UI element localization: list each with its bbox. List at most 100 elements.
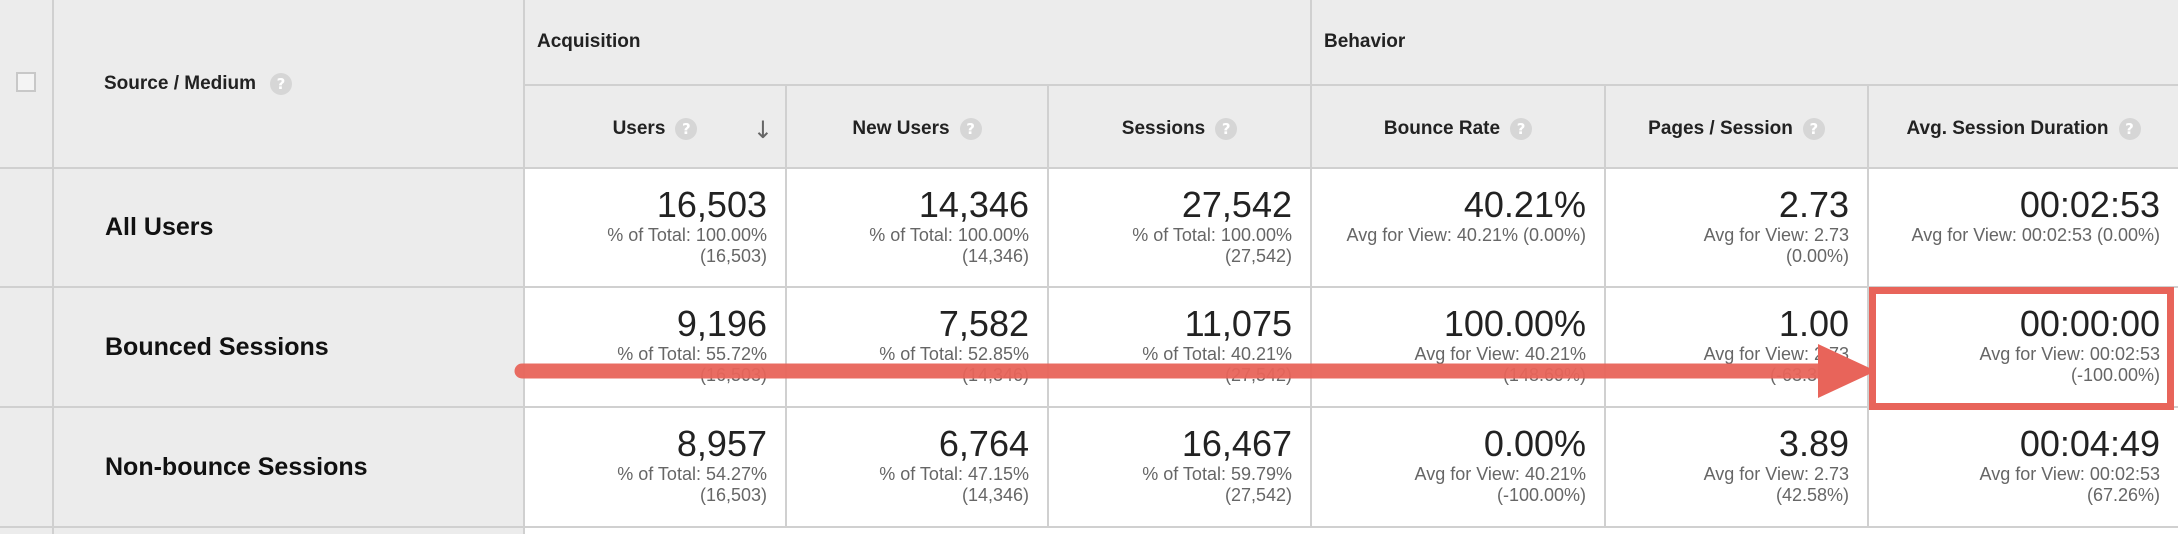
column-label: Sessions xyxy=(1121,117,1206,139)
column-header-users[interactable]: Users ? ↓ xyxy=(523,84,785,169)
metric-note: % of Total: 55.72% xyxy=(617,344,767,364)
row-spacer xyxy=(0,528,52,534)
metric-note: (16,503) xyxy=(699,365,767,385)
help-icon[interactable]: ? xyxy=(959,117,982,140)
metric-note: Avg for View: 00:02:53 xyxy=(1979,344,2160,364)
metric-note: Avg for View: 00:02:53 xyxy=(1979,464,2160,484)
metric-note: Avg for View: 2.73 xyxy=(1703,464,1849,484)
metric-note: % of Total: 59.79% xyxy=(1142,464,1292,484)
metric-cell: 16,503% of Total: 100.00% (16,503) xyxy=(523,169,785,288)
metric-note: Avg for View: 40.21% xyxy=(1414,344,1586,364)
column-label: Users xyxy=(612,117,666,139)
metric-value: 9,196 xyxy=(676,303,767,344)
metric-cell: 27,542% of Total: 100.00% (27,542) xyxy=(1047,169,1310,288)
segment-all-users[interactable]: All Users xyxy=(52,169,523,288)
column-header-new-users[interactable]: New Users ? xyxy=(785,84,1047,169)
metric-cell: 2.73 Avg for View: 2.73 (0.00%) xyxy=(1604,169,1867,288)
acquisition-group-header: Acquisition xyxy=(523,0,1310,84)
help-icon[interactable]: ? xyxy=(675,117,698,140)
metric-value: 27,542 xyxy=(1181,184,1292,225)
metric-note: (27,542) xyxy=(1224,485,1292,505)
source-medium-header[interactable]: Source / Medium ? xyxy=(52,0,523,169)
metric-value: 14,346 xyxy=(918,184,1029,225)
column-label: New Users xyxy=(852,117,950,139)
metric-cell: 100.00% Avg for View: 40.21% (148.69%) xyxy=(1310,288,1604,408)
help-icon[interactable]: ? xyxy=(1215,117,1238,140)
metric-note: (14,346) xyxy=(961,365,1029,385)
metric-note: % of Total: 52.85% xyxy=(879,344,1029,364)
sort-descending-icon[interactable]: ↓ xyxy=(752,116,773,144)
metric-cell: 14,346% of Total: 100.00% (14,346) xyxy=(785,169,1047,288)
column-header-avg-session-duration[interactable]: Avg. Session Duration ? xyxy=(1867,84,2178,169)
metric-note: (14,346) xyxy=(961,485,1029,505)
help-icon[interactable]: ? xyxy=(270,73,293,95)
select-all-checkbox[interactable] xyxy=(16,72,36,92)
metric-cell: 9,196% of Total: 55.72% (16,503) xyxy=(523,288,785,408)
source-medium-label: Source / Medium xyxy=(104,73,257,94)
metric-note: (0.00%) xyxy=(1785,246,1849,266)
metric-note: % of Total: 100.00% xyxy=(1132,225,1292,245)
metric-note: % of Total: 100.00% xyxy=(869,225,1029,245)
metric-value: 00:04:49 xyxy=(2019,423,2160,464)
segment-label: All Users xyxy=(105,213,214,241)
segment-non-bounce-sessions[interactable]: Non-bounce Sessions xyxy=(52,408,523,528)
metric-value: 00:02:53 xyxy=(2019,184,2160,225)
behavior-label: Behavior xyxy=(1324,31,1406,52)
metric-value: 16,503 xyxy=(656,184,767,225)
segment-bounced-sessions[interactable]: Bounced Sessions xyxy=(52,288,523,408)
metric-cell: 7,582% of Total: 52.85% (14,346) xyxy=(785,288,1047,408)
metric-note: Avg for View: 00:02:53 (0.00%) xyxy=(1911,225,2160,245)
metric-note: % of Total: 100.00% xyxy=(607,225,767,245)
row-spacer xyxy=(0,408,52,528)
metric-cell: 0.00% Avg for View: 40.21% (-100.00%) xyxy=(1310,408,1604,528)
column-label: Pages / Session xyxy=(1648,117,1793,139)
metric-note: % of Total: 47.15% xyxy=(879,464,1029,484)
metric-value: 7,582 xyxy=(938,303,1029,344)
metric-note: (42.58%) xyxy=(1775,485,1849,505)
metric-cell: 11,075% of Total: 40.21% (27,542) xyxy=(1047,288,1310,408)
metric-cell: 00:02:53 Avg for View: 00:02:53 (0.00%) xyxy=(1867,169,2178,288)
metric-value: 00:00:00 xyxy=(2019,303,2160,344)
metric-note: (16,503) xyxy=(699,485,767,505)
metric-cell: 00:04:49 Avg for View: 00:02:53 (67.26%) xyxy=(1867,408,2178,528)
metric-value: 6,764 xyxy=(938,423,1029,464)
metric-note: (67.26%) xyxy=(2086,485,2160,505)
metric-note: Avg for View: 2.73 xyxy=(1703,344,1849,364)
behavior-group-header: Behavior xyxy=(1310,0,2178,84)
metric-note: % of Total: 40.21% xyxy=(1142,344,1292,364)
help-icon[interactable]: ? xyxy=(2118,117,2141,140)
metric-value: 11,075 xyxy=(1184,303,1292,344)
metric-note: Avg for View: 40.21% xyxy=(1414,464,1586,484)
metric-cell: 1.00 Avg for View: 2.73 (-63.36%) xyxy=(1604,288,1867,408)
select-all-header xyxy=(0,0,52,169)
metric-cell: 16,467% of Total: 59.79% (27,542) xyxy=(1047,408,1310,528)
column-header-bounce-rate[interactable]: Bounce Rate ? xyxy=(1310,84,1604,169)
metric-cell: 6,764% of Total: 47.15% (14,346) xyxy=(785,408,1047,528)
metric-note: (14,346) xyxy=(961,246,1029,266)
row-spacer xyxy=(52,528,523,534)
row-spacer xyxy=(0,169,52,288)
metric-value: 16,467 xyxy=(1181,423,1292,464)
metric-value: 0.00% xyxy=(1483,423,1586,464)
metric-cell: 40.21% Avg for View: 40.21% (0.00%) xyxy=(1310,169,1604,288)
metric-note: (16,503) xyxy=(699,246,767,266)
acquisition-label: Acquisition xyxy=(537,31,641,52)
metric-note: (-100.00%) xyxy=(1496,485,1586,505)
row-spacer xyxy=(523,528,2178,534)
help-icon[interactable]: ? xyxy=(1510,117,1533,140)
metric-cell: 8,957% of Total: 54.27% (16,503) xyxy=(523,408,785,528)
column-header-pages-per-session[interactable]: Pages / Session ? xyxy=(1604,84,1867,169)
metric-note: (-63.36%) xyxy=(1769,365,1849,385)
column-header-sessions[interactable]: Sessions ? xyxy=(1047,84,1310,169)
metric-value: 100.00% xyxy=(1443,303,1586,344)
help-icon[interactable]: ? xyxy=(1802,117,1825,140)
column-label: Avg. Session Duration xyxy=(1906,117,2109,139)
segment-label: Bounced Sessions xyxy=(105,332,329,361)
metric-note: % of Total: 54.27% xyxy=(617,464,767,484)
metric-note: Avg for View: 40.21% (0.00%) xyxy=(1346,225,1586,245)
metric-value: 8,957 xyxy=(676,423,767,464)
metric-value: 2.73 xyxy=(1778,184,1849,225)
metric-note: (27,542) xyxy=(1224,246,1292,266)
metric-note: (148.69%) xyxy=(1502,365,1586,385)
